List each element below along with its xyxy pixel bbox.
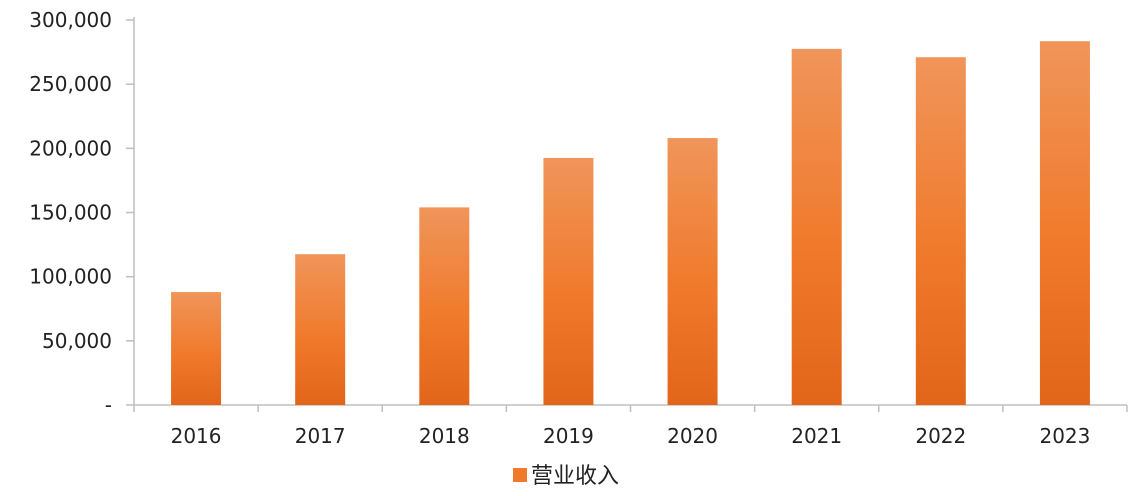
x-tick-label: 2018 [419, 424, 470, 448]
bar [419, 207, 470, 405]
x-tick-label: 2016 [171, 424, 222, 448]
x-tick-label: 2022 [915, 424, 966, 448]
y-tick-label: 100,000 [29, 265, 112, 289]
x-tick-label: 2021 [791, 424, 842, 448]
x-tick-label: 2020 [667, 424, 718, 448]
y-tick-label: 300,000 [29, 8, 112, 32]
y-tick-label: 150,000 [29, 201, 112, 225]
y-tick-label: 200,000 [29, 136, 112, 160]
bar [667, 138, 718, 406]
legend: 营业收入 [0, 458, 1132, 490]
y-tick-label: 250,000 [29, 72, 112, 96]
y-tick-label: - [105, 393, 112, 417]
y-axis: - 50,000 100,000 150,000 200,000 250,000 300,0… [29, 8, 135, 417]
bar [171, 292, 222, 405]
bars [171, 41, 1090, 406]
y-tick-label: 50,000 [42, 329, 112, 353]
bar [791, 48, 842, 405]
bar [295, 254, 346, 405]
x-axis: 2016 2017 2018 2019 2020 2021 2022 2023 [133, 404, 1128, 448]
bar [915, 57, 966, 405]
bar [1039, 41, 1090, 406]
legend-swatch-icon [512, 468, 527, 482]
x-tick-label: 2019 [543, 424, 594, 448]
x-tick-label: 2017 [295, 424, 346, 448]
legend-label: 营业收入 [530, 464, 619, 489]
bar-chart: - 50,000 100,000 150,000 200,000 250,000 300,0… [29, 8, 1128, 448]
x-tick-label: 2023 [1039, 424, 1090, 448]
bar [543, 157, 594, 405]
